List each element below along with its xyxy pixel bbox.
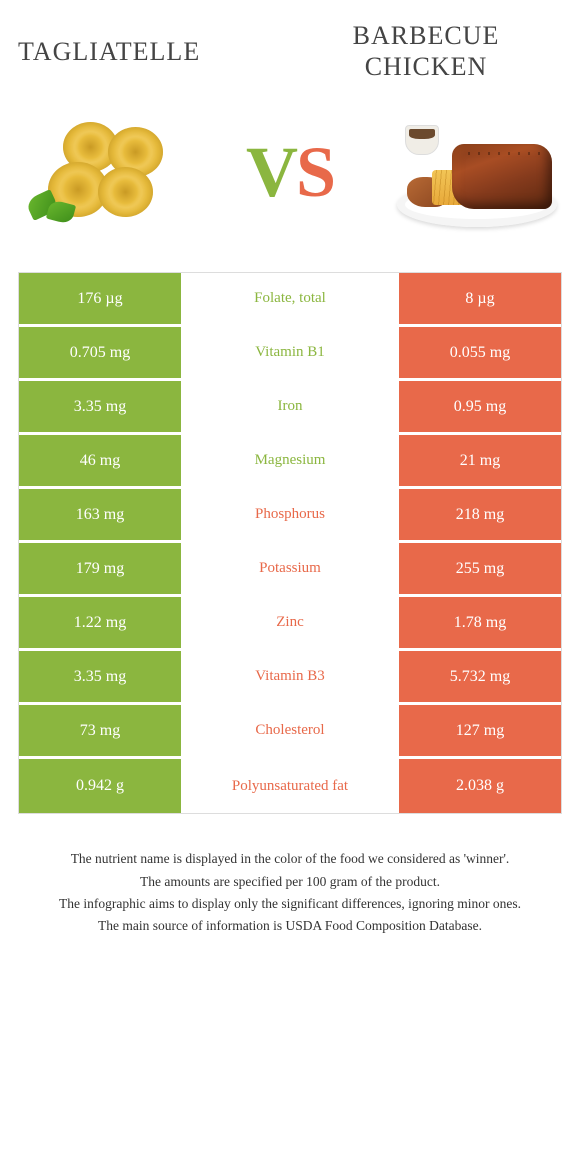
value-right: 5.732 mg: [396, 651, 561, 702]
table-row: 176 µgFolate, total8 µg: [19, 273, 561, 327]
footer-line: The infographic aims to display only the…: [28, 894, 552, 914]
table-row: 179 mgPotassium255 mg: [19, 543, 561, 597]
table-row: 3.35 mgIron0.95 mg: [19, 381, 561, 435]
value-left: 3.35 mg: [19, 651, 184, 702]
value-right: 127 mg: [396, 705, 561, 756]
footer-line: The amounts are specified per 100 gram o…: [28, 872, 552, 892]
value-left: 73 mg: [19, 705, 184, 756]
nutrient-name: Vitamin B1: [184, 327, 396, 378]
value-left: 179 mg: [19, 543, 184, 594]
value-left: 0.705 mg: [19, 327, 184, 378]
table-row: 3.35 mgVitamin B35.732 mg: [19, 651, 561, 705]
value-right: 8 µg: [396, 273, 561, 324]
table-row: 0.942 gPolyunsaturated fat2.038 g: [19, 759, 561, 813]
value-left: 163 mg: [19, 489, 184, 540]
value-right: 255 mg: [396, 543, 561, 594]
nutrient-name: Folate, total: [184, 273, 396, 324]
pasta-illustration: [33, 117, 173, 227]
food-image-right: [392, 112, 562, 232]
footer-line: The nutrient name is displayed in the co…: [28, 849, 552, 869]
vs-label: VS: [246, 131, 334, 214]
nutrient-name: Polyunsaturated fat: [184, 759, 396, 813]
nutrient-name: Zinc: [184, 597, 396, 648]
nutrient-name: Magnesium: [184, 435, 396, 486]
header: TAGLIATELLE BARBECUE CHICKEN: [18, 20, 562, 82]
value-right: 2.038 g: [396, 759, 561, 813]
nutrient-name: Phosphorus: [184, 489, 396, 540]
hero-row: VS: [18, 112, 562, 232]
table-row: 1.22 mgZinc1.78 mg: [19, 597, 561, 651]
footer-line: The main source of information is USDA F…: [28, 916, 552, 936]
nutrient-name: Vitamin B3: [184, 651, 396, 702]
bbq-illustration: [397, 117, 557, 227]
table-row: 46 mgMagnesium21 mg: [19, 435, 561, 489]
nutrient-name: Iron: [184, 381, 396, 432]
value-right: 1.78 mg: [396, 597, 561, 648]
table-row: 0.705 mgVitamin B10.055 mg: [19, 327, 561, 381]
food-title-right: BARBECUE CHICKEN: [290, 20, 562, 82]
nutrient-name: Cholesterol: [184, 705, 396, 756]
value-right: 21 mg: [396, 435, 561, 486]
value-left: 0.942 g: [19, 759, 184, 813]
value-right: 218 mg: [396, 489, 561, 540]
nutrient-table: 176 µgFolate, total8 µg0.705 mgVitamin B…: [18, 272, 562, 814]
value-left: 3.35 mg: [19, 381, 184, 432]
table-row: 163 mgPhosphorus218 mg: [19, 489, 561, 543]
vs-v: V: [246, 132, 296, 212]
value-left: 46 mg: [19, 435, 184, 486]
value-left: 1.22 mg: [19, 597, 184, 648]
value-right: 0.055 mg: [396, 327, 561, 378]
table-row: 73 mgCholesterol127 mg: [19, 705, 561, 759]
food-image-left: [18, 112, 188, 232]
value-left: 176 µg: [19, 273, 184, 324]
food-title-left: TAGLIATELLE: [18, 36, 290, 67]
vs-s: S: [296, 132, 334, 212]
value-right: 0.95 mg: [396, 381, 561, 432]
footer-notes: The nutrient name is displayed in the co…: [18, 849, 562, 936]
nutrient-name: Potassium: [184, 543, 396, 594]
